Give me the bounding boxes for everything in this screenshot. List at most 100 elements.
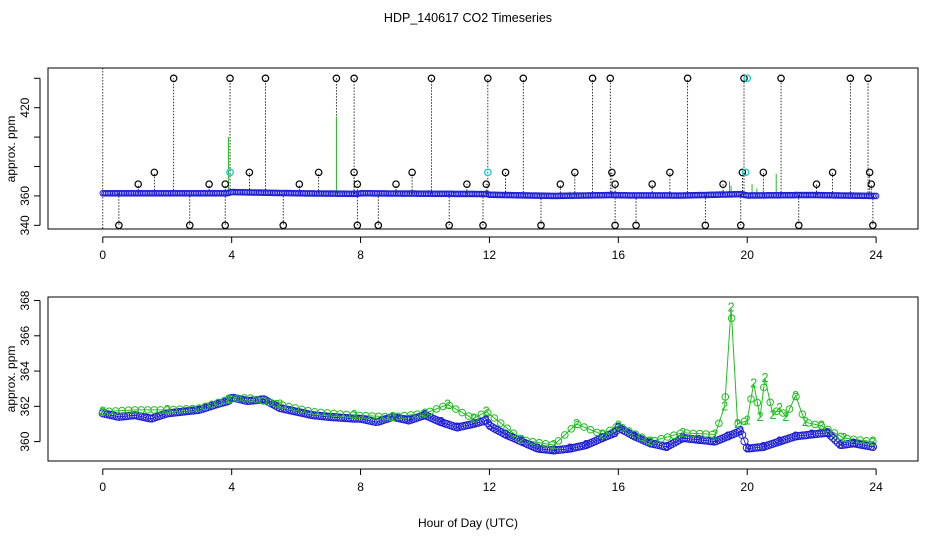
top-outlier-point	[864, 74, 872, 83]
bottom-point-series-2	[561, 431, 569, 439]
bottom-y-tick-label: 360	[18, 431, 32, 451]
top-y-tick-label: 360	[18, 186, 32, 206]
bottom-point-label-series-3: 3	[583, 438, 590, 452]
top-outlier-point	[427, 74, 436, 83]
bottom-point-label-series-3: 3	[550, 443, 557, 457]
top-outlier-point	[261, 74, 270, 83]
bottom-point-label-series-3: 3	[486, 419, 493, 433]
bottom-point-series-3	[481, 416, 490, 425]
bottom-point-label-series-3: 3	[615, 420, 622, 434]
top-outlier-point	[865, 168, 874, 177]
bottom-point-label-series-3: 3	[824, 426, 831, 440]
bottom-point-series-2	[599, 430, 608, 438]
bottom-point-series-2	[792, 392, 800, 401]
bottom-point-series-2	[760, 383, 768, 392]
top-cyan-point	[483, 168, 492, 177]
bottom-point-label-series-2: 2	[792, 389, 799, 403]
bottom-point-series-2	[727, 314, 736, 323]
top-outlier-point	[611, 180, 619, 188]
top-outlier-point	[648, 180, 656, 188]
bottom-y-axis: 360 362 364 366 368	[18, 290, 41, 452]
bottom-point-series-2	[798, 410, 807, 419]
top-x-axis: 0 4 8 12 16 20 24	[99, 236, 883, 262]
top-cyan-point	[743, 74, 752, 83]
top-outlier-point	[353, 221, 362, 230]
top-cyan-point	[226, 168, 234, 177]
bottom-point-label-series-2: 2	[389, 410, 396, 424]
top-outlier-point	[245, 168, 254, 177]
bottom-point-series-2	[586, 425, 595, 434]
bottom-point-series-2	[618, 424, 627, 432]
bottom-point-label-series-2: 2	[750, 376, 757, 390]
x-axis-label: Hour of Day (UTC)	[418, 516, 518, 530]
top-outlier-point	[479, 221, 487, 230]
top-outlier-point	[314, 168, 323, 177]
bottom-point-label-series-3: 3	[534, 442, 541, 456]
top-outlier-point	[571, 168, 579, 177]
bottom-x-tick-label: 12	[483, 480, 497, 494]
bottom-point-label-series-3: 3	[438, 415, 445, 429]
bottom-x-axis: 0 4 8 12 16 20 24	[99, 468, 883, 494]
bottom-point-label-series-2: 2	[744, 413, 751, 427]
bottom-point-series-3	[257, 395, 266, 404]
bottom-y-axis-label: approx. ppm	[4, 346, 18, 413]
bottom-point-series-2	[490, 414, 499, 422]
top-x-tick-label: 8	[357, 248, 364, 262]
top-outlier-point	[350, 168, 358, 177]
bottom-point-label-series-2: 2	[483, 405, 490, 419]
bottom-point-series-3	[819, 429, 829, 438]
top-cyan-point	[741, 168, 750, 177]
top-outlier-point	[666, 168, 674, 177]
bottom-point-series-2	[496, 419, 505, 427]
top-baseline-point	[872, 192, 880, 200]
top-outlier-point	[169, 74, 178, 83]
bottom-point-series-3	[488, 423, 497, 432]
top-outlier-point	[185, 221, 194, 230]
bottom-point-series-3	[672, 437, 682, 446]
top-plot-frame	[47, 67, 919, 230]
bottom-point-series-2	[631, 430, 640, 439]
bottom-point-label-series-3: 3	[518, 435, 525, 449]
bottom-point-label-series-3: 3	[483, 413, 490, 427]
bottom-point-label-series-3: 3	[760, 440, 767, 454]
bottom-point-label-series-3: 3	[869, 440, 876, 454]
bottom-y-tick-label: 362	[18, 396, 32, 416]
top-outlier-point	[556, 180, 565, 188]
bottom-point-series-2	[484, 409, 492, 417]
top-outlier-point	[134, 180, 143, 188]
bottom-point-label-series-3: 3	[567, 442, 574, 456]
bottom-point-label-series-2: 2	[818, 419, 825, 433]
top-outlier-point	[846, 74, 855, 83]
bottom-point-series-2	[516, 434, 524, 443]
bottom-point-series-2	[779, 409, 787, 417]
top-outlier-point	[392, 180, 400, 188]
bottom-point-series-2	[548, 441, 556, 449]
top-outlier-point	[482, 180, 491, 188]
top-outlier-point	[812, 180, 821, 188]
bottom-point-series-2	[869, 437, 877, 446]
bottom-point-label-series-3: 3	[454, 420, 461, 434]
bottom-point-label-series-3: 3	[724, 429, 731, 443]
bottom-point-label-series-2: 2	[840, 431, 847, 445]
bottom-point-label-series-2: 2	[422, 406, 429, 420]
bottom-point-label-series-2: 2	[550, 438, 557, 452]
bottom-point-label-series-2: 2	[647, 435, 654, 449]
bottom-point-label-series-2: 2	[518, 433, 525, 447]
bottom-point-series-2	[573, 420, 582, 429]
top-outlier-point	[115, 221, 123, 230]
bottom-y-tick-label: 366	[18, 325, 32, 345]
bottom-point-series-2	[432, 405, 441, 413]
top-outlier-point	[332, 74, 341, 83]
bottom-point-series-2	[817, 422, 826, 430]
bottom-x-tick-label: 4	[228, 480, 235, 494]
bottom-point-series-2	[734, 420, 742, 428]
bottom-point-label-series-2: 2	[802, 415, 809, 429]
bottom-point-label-series-3: 3	[599, 431, 606, 445]
top-outlier-point	[463, 180, 471, 188]
bottom-x-tick-label: 8	[357, 480, 364, 494]
bottom-point-label-series-2: 2	[573, 417, 580, 431]
bottom-point-series-3	[661, 442, 670, 451]
bottom-point-label-series-2: 2	[776, 401, 783, 415]
